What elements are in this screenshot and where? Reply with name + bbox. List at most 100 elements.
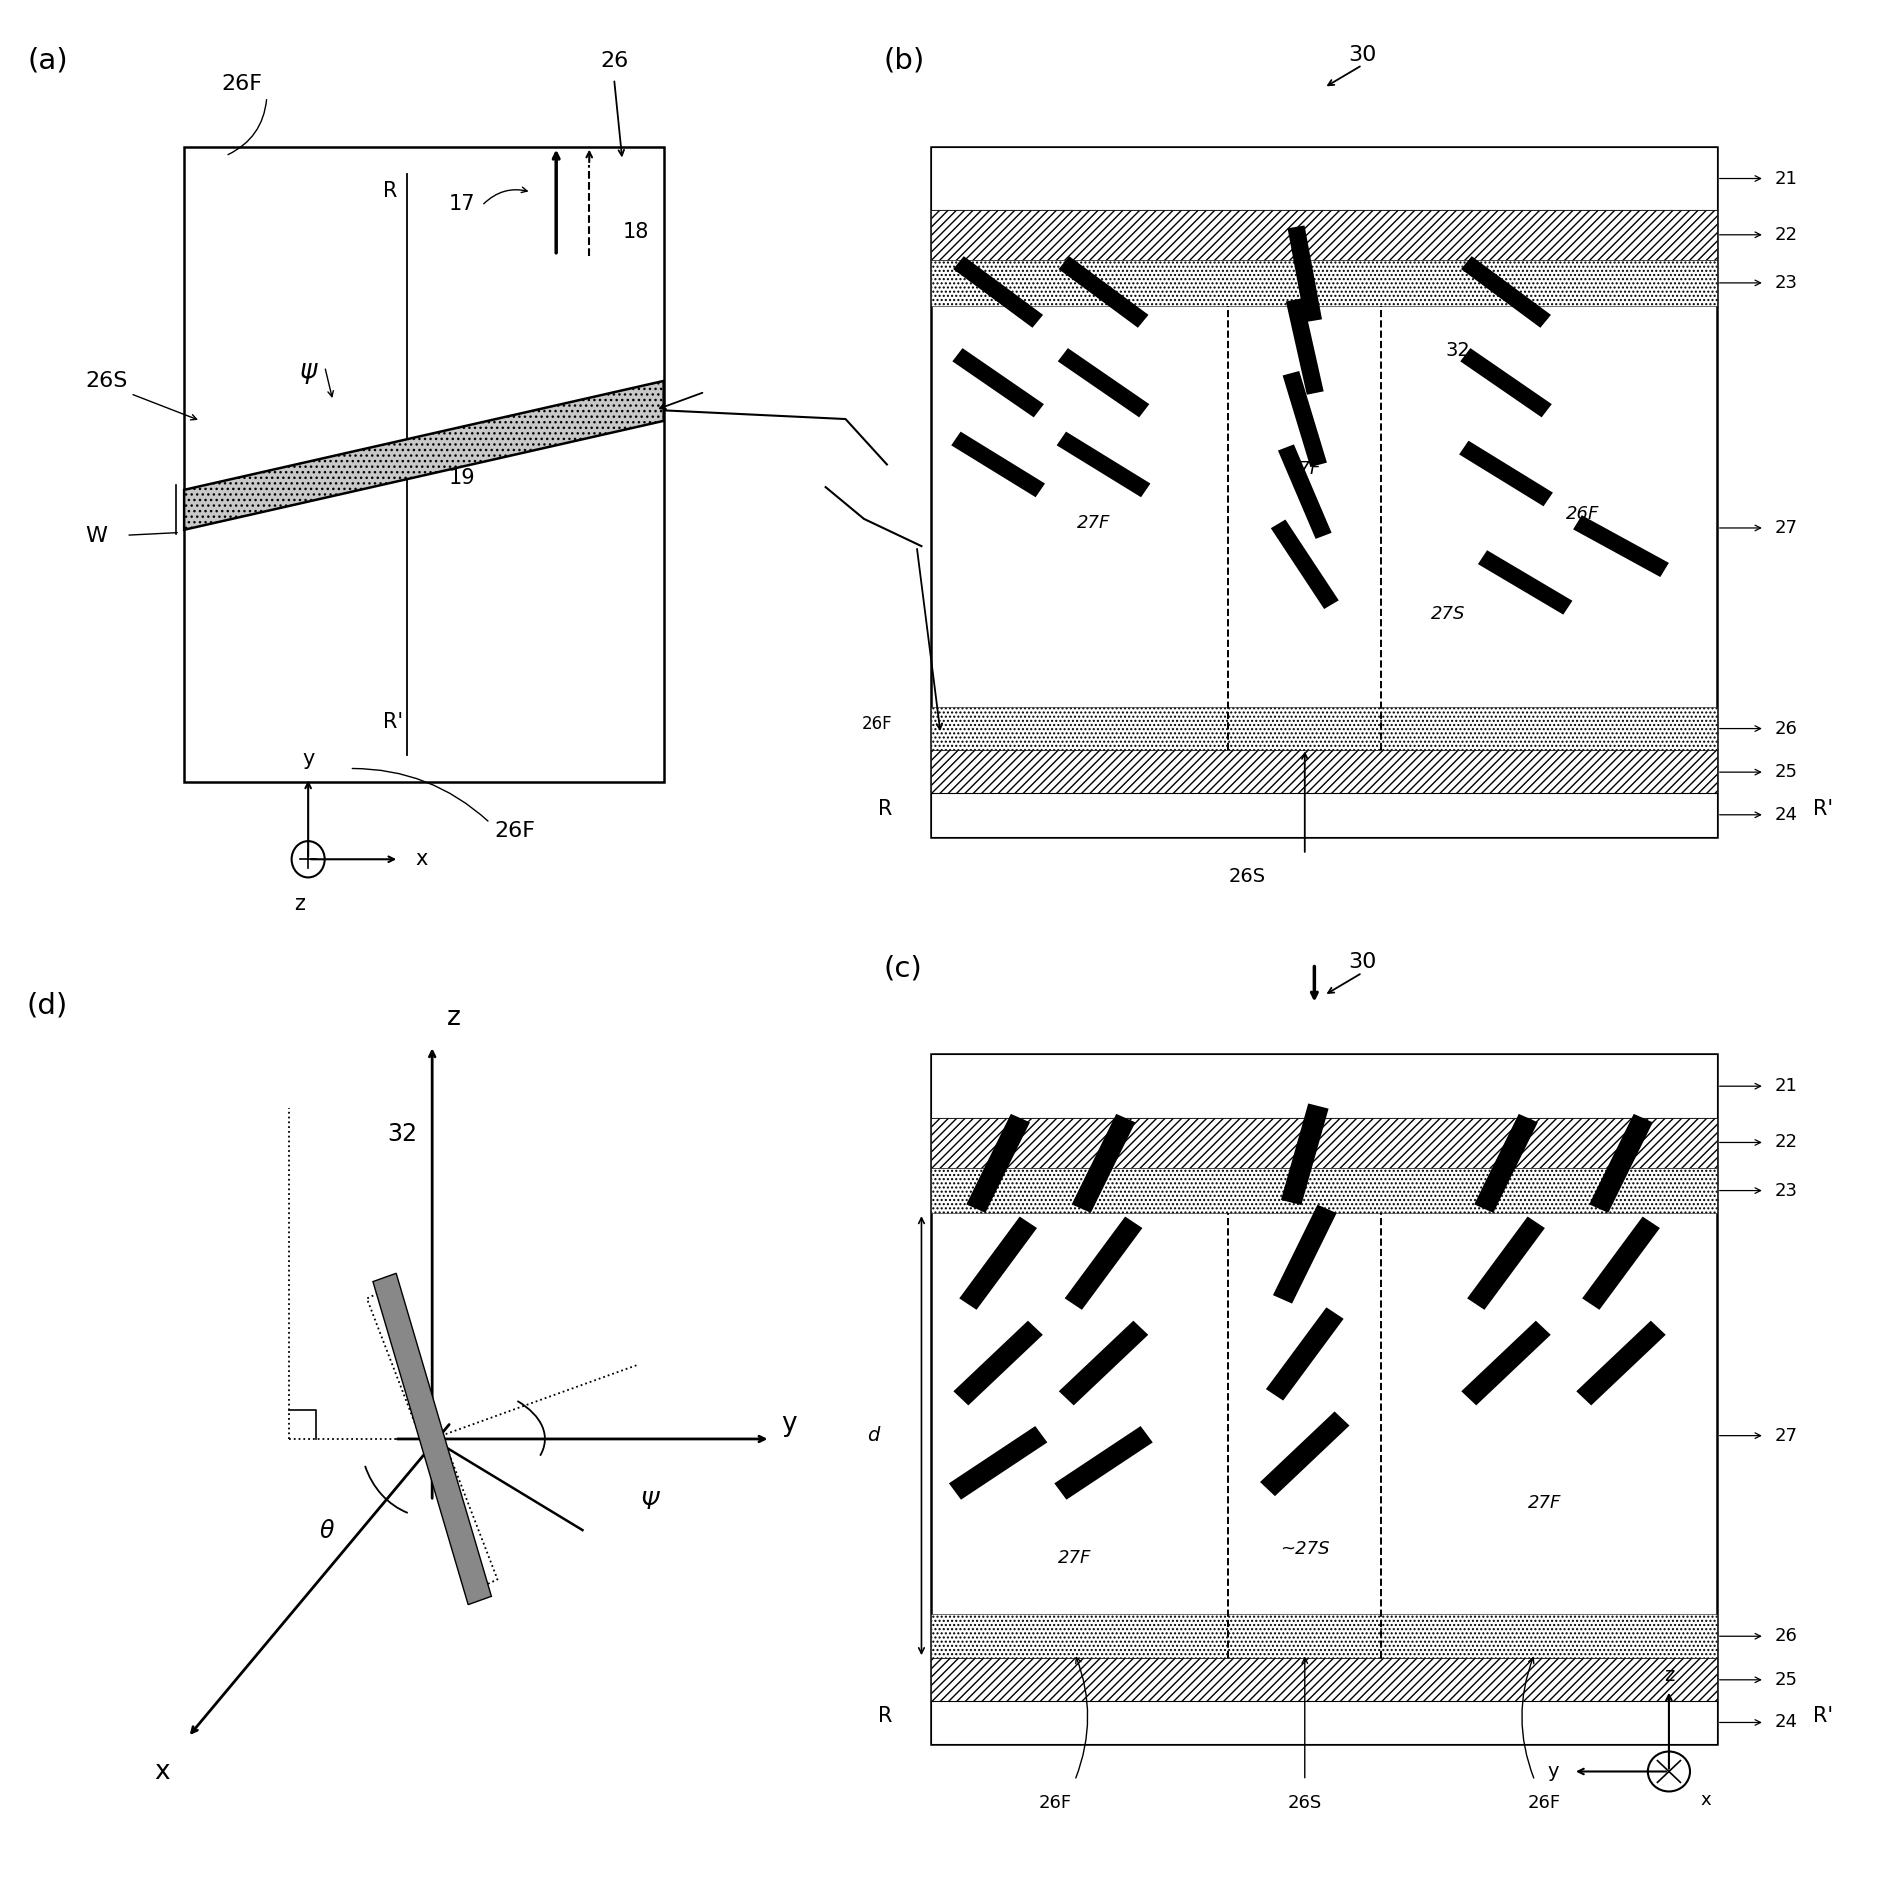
Polygon shape — [372, 1273, 492, 1605]
Text: 26F: 26F — [1528, 1795, 1561, 1812]
Text: 18: 18 — [622, 221, 648, 242]
Polygon shape — [1475, 1114, 1537, 1212]
Text: R: R — [383, 182, 396, 200]
Text: 26F: 26F — [222, 74, 263, 95]
Text: y: y — [1546, 1762, 1560, 1781]
Text: 30: 30 — [1347, 45, 1377, 64]
Polygon shape — [1266, 1307, 1343, 1401]
Text: 19: 19 — [449, 469, 475, 488]
Text: 26: 26 — [1774, 720, 1796, 737]
Text: R': R' — [383, 711, 402, 732]
Text: 26F: 26F — [494, 821, 536, 841]
Bar — [930, 210, 1717, 261]
Text: 24: 24 — [1774, 806, 1798, 824]
Bar — [930, 707, 1717, 751]
Text: d: d — [868, 1426, 879, 1445]
Text: z: z — [447, 1004, 460, 1031]
Bar — [930, 751, 1717, 792]
Polygon shape — [1582, 1216, 1659, 1310]
Text: 17: 17 — [449, 195, 475, 214]
Text: (c): (c) — [883, 955, 923, 983]
Text: 27S: 27S — [1432, 605, 1466, 622]
Bar — [930, 1118, 1717, 1169]
Polygon shape — [1576, 1320, 1667, 1405]
Text: (b): (b) — [883, 47, 924, 76]
Bar — [930, 792, 1717, 836]
Text: 25: 25 — [1774, 1672, 1798, 1689]
Text: θ: θ — [319, 1518, 334, 1543]
Text: 23: 23 — [1774, 274, 1798, 291]
Polygon shape — [1065, 1216, 1142, 1310]
Polygon shape — [1287, 225, 1323, 321]
Polygon shape — [953, 348, 1045, 418]
Text: x: x — [154, 1759, 169, 1785]
Polygon shape — [951, 431, 1045, 497]
Text: 32: 32 — [387, 1121, 417, 1146]
Polygon shape — [1071, 1114, 1135, 1212]
Polygon shape — [1054, 1426, 1152, 1500]
Text: (d): (d) — [26, 991, 68, 1019]
Text: 27F: 27F — [1058, 1549, 1092, 1568]
Text: 26S: 26S — [85, 371, 128, 391]
Text: ψ: ψ — [301, 357, 318, 384]
Text: 27: 27 — [1774, 518, 1798, 537]
Polygon shape — [1261, 1411, 1349, 1496]
Polygon shape — [1056, 431, 1150, 497]
Polygon shape — [1285, 299, 1323, 395]
Text: x: x — [415, 849, 428, 870]
Text: 26: 26 — [1774, 1628, 1796, 1645]
Polygon shape — [184, 380, 663, 529]
Text: 21: 21 — [1774, 170, 1796, 187]
Bar — [930, 1700, 1717, 1744]
Text: 26F: 26F — [1039, 1795, 1073, 1812]
Text: 26: 26 — [599, 51, 628, 70]
Bar — [930, 147, 1717, 836]
Text: ~27S: ~27S — [1280, 1539, 1330, 1558]
Polygon shape — [960, 1216, 1037, 1310]
Text: 26F: 26F — [1565, 505, 1599, 524]
Text: 32: 32 — [1445, 340, 1471, 359]
Text: z: z — [1663, 1666, 1674, 1685]
Polygon shape — [953, 255, 1043, 327]
Text: (a): (a) — [26, 47, 68, 76]
Text: 26S: 26S — [1229, 866, 1266, 887]
Bar — [930, 261, 1717, 306]
Bar — [930, 147, 1717, 210]
Text: 27F: 27F — [1077, 514, 1110, 531]
Bar — [930, 1055, 1717, 1118]
Text: 27: 27 — [1774, 1426, 1798, 1445]
Polygon shape — [1272, 1205, 1336, 1303]
Polygon shape — [1462, 255, 1550, 327]
Polygon shape — [1281, 1104, 1328, 1205]
Text: 27F: 27F — [1289, 460, 1321, 478]
Polygon shape — [966, 1114, 1030, 1212]
Polygon shape — [949, 1426, 1047, 1500]
Bar — [930, 1169, 1717, 1214]
Text: 22: 22 — [1774, 1133, 1798, 1152]
Text: R': R' — [1813, 798, 1832, 819]
Bar — [930, 1055, 1717, 1744]
Polygon shape — [1283, 371, 1327, 467]
Text: y: y — [782, 1411, 797, 1437]
Polygon shape — [1573, 514, 1669, 577]
Polygon shape — [1460, 441, 1552, 507]
Text: 24: 24 — [1774, 1713, 1798, 1732]
Text: W: W — [85, 526, 107, 546]
Polygon shape — [1479, 550, 1573, 615]
Text: 26S: 26S — [1287, 1795, 1323, 1812]
Text: 23: 23 — [1774, 1182, 1798, 1199]
Bar — [184, 147, 663, 783]
Polygon shape — [1278, 444, 1332, 539]
Polygon shape — [1462, 1320, 1550, 1405]
Polygon shape — [1460, 348, 1552, 418]
Polygon shape — [1270, 520, 1338, 609]
Text: 21: 21 — [1774, 1078, 1796, 1095]
Bar — [930, 1658, 1717, 1700]
Text: 27F: 27F — [1528, 1494, 1561, 1513]
Text: 26F: 26F — [862, 715, 893, 732]
Polygon shape — [1467, 1216, 1545, 1310]
Text: R': R' — [1813, 1706, 1832, 1726]
Text: x: x — [1700, 1791, 1712, 1810]
Text: y: y — [303, 749, 314, 768]
Polygon shape — [1590, 1114, 1654, 1212]
